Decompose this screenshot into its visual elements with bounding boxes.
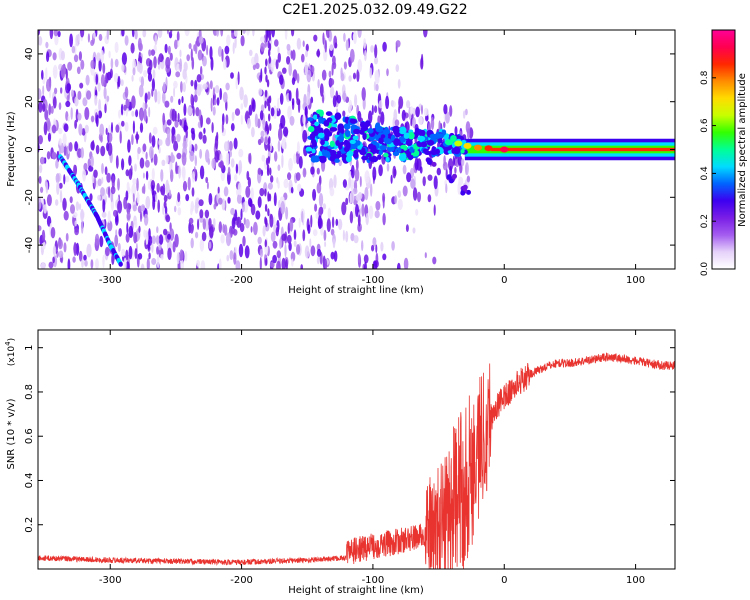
bottom-x-tick-label: -200 xyxy=(230,575,253,586)
spectral-ridge xyxy=(58,109,675,267)
bottom-axes: -300 -200 -100 0 100 0.2 0.4 0.6 0.8 1 xyxy=(24,330,675,586)
bottom-y-tick-label: 0.8 xyxy=(24,384,35,400)
bottom-y-unit: (x104) xyxy=(4,338,17,366)
top-x-tick-label: 0 xyxy=(501,275,507,286)
bottom-y-tick-label: 0.2 xyxy=(24,517,35,533)
top-x-tick-label: -300 xyxy=(99,275,122,286)
colorbar-tick-label: 0.2 xyxy=(700,214,710,228)
colorbar-tick-label: 0.0 xyxy=(700,262,710,277)
bottom-x-tick-label: -300 xyxy=(99,575,122,586)
top-y-axis-label: Frequency (Hz) xyxy=(6,111,17,187)
top-y-tick-label: -20 xyxy=(24,189,35,205)
colorbar-tick-label: 0.4 xyxy=(700,166,710,181)
colorbar-label: Normalized spectral amplitude xyxy=(737,73,748,227)
top-x-axis-label: Height of straight line (km) xyxy=(288,285,424,296)
snr-series-line xyxy=(38,352,675,569)
top-x-tick-label: -200 xyxy=(230,275,253,286)
bottom-x-tick-label: 0 xyxy=(501,575,507,586)
bottom-y-tick-label: 1 xyxy=(24,345,35,351)
top-y-tick-label: 0 xyxy=(24,146,35,152)
chart-title: C2E1.2025.032.09.49.G22 xyxy=(282,2,468,18)
y-unit-exponent: 4 xyxy=(4,341,12,346)
colorbar-ticks: 0.0 0.2 0.4 0.6 0.8 xyxy=(700,70,716,276)
bottom-x-tick-label: -100 xyxy=(362,575,385,586)
bottom-y-tick-label: 0.4 xyxy=(24,473,35,489)
colorbar-tick-label: 0.8 xyxy=(700,70,710,85)
top-y-tick-label: 20 xyxy=(24,95,35,108)
y-unit-close: ) xyxy=(7,338,17,342)
top-y-tick-label: -40 xyxy=(24,237,35,253)
top-x-tick-label: -100 xyxy=(362,275,385,286)
y-unit-base: (x10 xyxy=(7,346,17,367)
top-y-tick-label: 40 xyxy=(24,48,35,61)
bottom-y-axis-label: SNR (10 * v/v) xyxy=(6,398,17,469)
colorbar xyxy=(711,29,736,270)
bottom-plot-frame xyxy=(37,329,676,570)
colorbar-tick-label: 0.6 xyxy=(700,118,710,133)
bottom-x-axis-label: Height of straight line (km) xyxy=(288,585,424,596)
bottom-y-tick-label: 0.6 xyxy=(24,428,35,444)
bottom-x-tick-label: 100 xyxy=(626,575,645,586)
top-x-tick-label: 100 xyxy=(626,275,645,286)
